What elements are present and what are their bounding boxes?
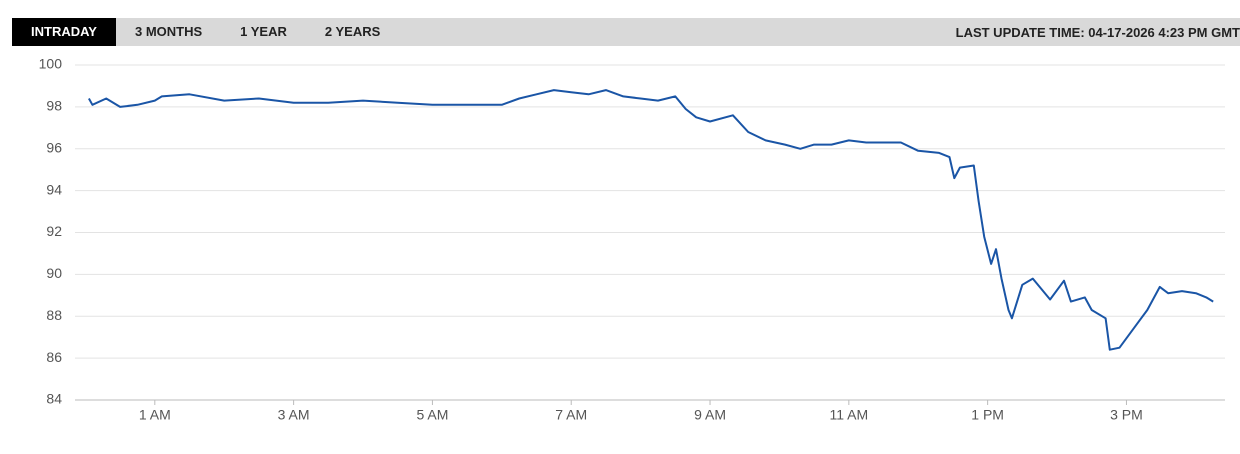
x-tick-label: 3 AM <box>278 407 310 423</box>
y-tick-label: 90 <box>46 265 62 281</box>
x-tick-label: 7 AM <box>555 407 587 423</box>
tab[interactable]: INTRADAY <box>12 18 116 46</box>
tab[interactable]: 1 YEAR <box>240 24 287 39</box>
y-tick-label: 84 <box>46 391 62 407</box>
y-tick-label: 100 <box>39 56 63 72</box>
x-tick-label: 9 AM <box>694 407 726 423</box>
y-tick-label: 88 <box>46 307 62 323</box>
tab[interactable]: 2 YEARS <box>324 24 381 39</box>
x-tick-label: 1 AM <box>139 407 171 423</box>
y-tick-label: 98 <box>46 98 62 114</box>
price-line <box>88 89 1214 351</box>
last-update: LAST UPDATE TIME: 04-17-2026 4:23 PM GMT <box>955 24 1240 40</box>
y-tick-label: 92 <box>46 223 62 239</box>
x-tick-label: 1 PM <box>971 407 1004 423</box>
x-tick-label: 3 PM <box>1110 407 1143 423</box>
y-tick-label: 86 <box>46 349 62 365</box>
tab[interactable]: 3 MONTHS <box>134 24 203 39</box>
y-tick-label: 96 <box>46 139 62 155</box>
x-tick-label: 5 AM <box>416 407 448 423</box>
x-tick-label: 11 AM <box>830 407 869 423</box>
y-tick-label: 94 <box>46 181 62 197</box>
tab-bar: INTRADAY 3 MONTHS 1 YEAR 2 YEARS LAST UP… <box>12 18 1240 46</box>
